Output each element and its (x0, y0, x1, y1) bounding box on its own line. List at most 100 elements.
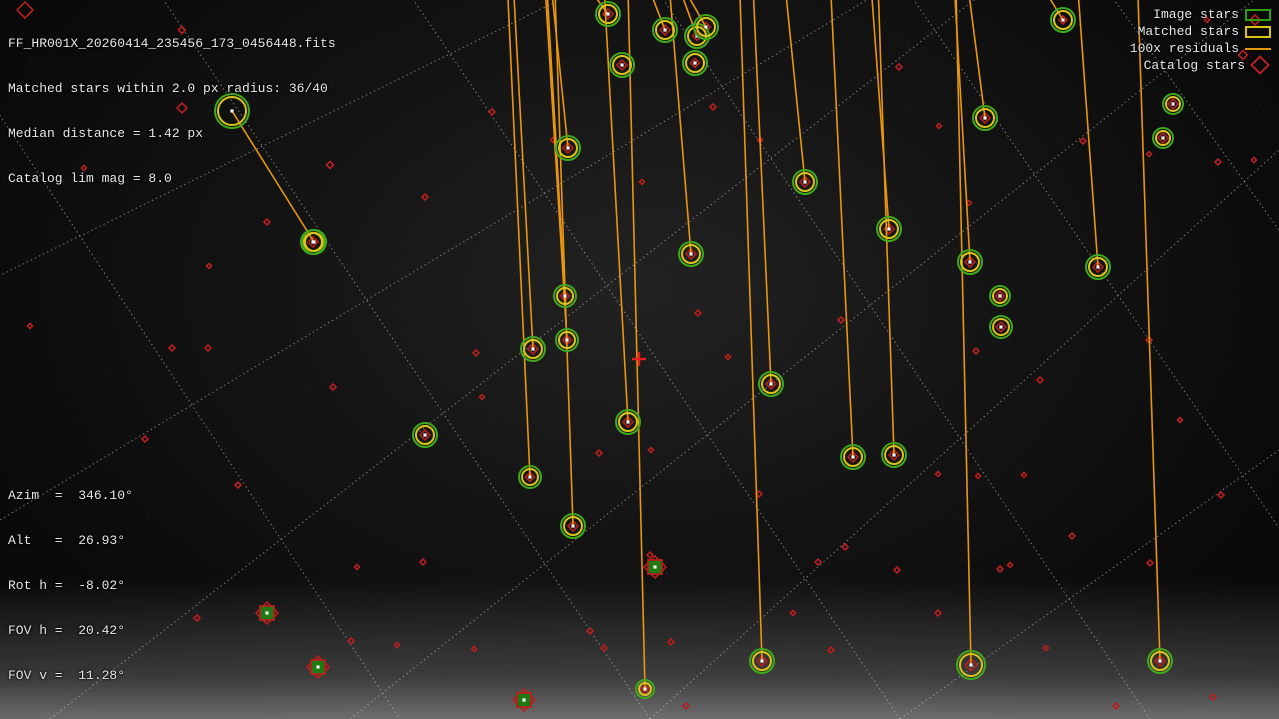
catalog-star-marker[interactable] (596, 450, 602, 456)
catalog-star-marker[interactable] (563, 143, 573, 153)
catalog-star-marker[interactable] (1252, 158, 1257, 163)
matched-star-marker[interactable] (1153, 128, 1173, 148)
catalog-star-marker[interactable] (691, 59, 700, 68)
catalog-star-marker[interactable] (1178, 418, 1183, 423)
catalog-star-marker[interactable] (756, 491, 762, 497)
catalog-star-marker[interactable] (766, 379, 776, 389)
matched-star-marker[interactable] (841, 445, 865, 469)
catalog-star-marker[interactable] (1069, 533, 1075, 539)
catalog-star-marker[interactable] (1210, 694, 1216, 700)
catalog-star-marker[interactable] (686, 249, 696, 259)
catalog-star-marker[interactable] (489, 109, 495, 115)
catalog-star-marker[interactable] (758, 138, 763, 143)
matched-star-marker[interactable] (556, 329, 578, 351)
catalog-star-marker[interactable] (828, 647, 834, 653)
matched-star-marker[interactable] (413, 423, 437, 447)
matched-star-marker[interactable] (683, 51, 707, 75)
catalog-star-marker[interactable] (348, 638, 354, 644)
catalog-star-marker[interactable] (473, 350, 479, 356)
unmatched-image-star-markers[interactable] (256, 556, 666, 711)
matched-star-marker[interactable] (759, 372, 783, 396)
catalog-star-marker[interactable] (264, 219, 270, 225)
catalog-star-marker[interactable] (967, 201, 972, 206)
catalog-star-marker[interactable] (996, 322, 1006, 332)
unmatched-image-star-marker[interactable] (256, 602, 278, 624)
catalog-star-marker[interactable] (1037, 377, 1043, 383)
catalog-star-marker[interactable] (563, 336, 572, 345)
catalog-star-marker[interactable] (973, 348, 979, 354)
catalog-star-marker[interactable] (330, 384, 336, 390)
matched-star-marker[interactable] (616, 410, 640, 434)
catalog-star-marker[interactable] (1146, 337, 1152, 343)
catalog-star-marker[interactable] (623, 417, 633, 427)
catalog-star-marker[interactable] (894, 567, 900, 573)
catalog-star-marker[interactable] (561, 292, 570, 301)
matched-star-marker[interactable] (990, 316, 1012, 338)
catalog-star-marker[interactable] (1147, 560, 1153, 566)
catalog-star-marker[interactable] (480, 395, 485, 400)
catalog-star-marker[interactable] (710, 104, 716, 110)
catalog-star-marker[interactable] (395, 643, 400, 648)
matched-star-marker[interactable] (679, 242, 703, 266)
catalog-star-marker[interactable] (1218, 492, 1224, 498)
catalog-star-marker[interactable] (28, 324, 33, 329)
catalog-star-marker[interactable] (528, 344, 538, 354)
matched-star-marker[interactable] (556, 136, 580, 160)
catalog-star-marker[interactable] (1168, 99, 1178, 109)
catalog-star-marker[interactable] (1155, 656, 1165, 666)
catalog-star-marker[interactable] (791, 611, 796, 616)
catalog-star-marker[interactable] (815, 559, 821, 565)
matched-star-marker[interactable] (301, 230, 325, 254)
catalog-star-marker[interactable] (647, 552, 653, 558)
matched-star-marker[interactable] (521, 337, 545, 361)
catalog-star-marker[interactable] (838, 317, 844, 323)
catalog-star-marker[interactable] (1147, 152, 1152, 157)
unmatched-image-star-marker[interactable] (513, 689, 535, 711)
catalog-star-marker[interactable] (800, 177, 810, 187)
catalog-star-marker[interactable] (937, 124, 942, 129)
catalog-star-marker[interactable] (1113, 703, 1119, 709)
catalog-star-marker[interactable] (308, 237, 318, 247)
catalog-star-marker[interactable] (194, 615, 200, 621)
catalog-star-marker[interactable] (617, 60, 627, 70)
catalog-star-marker[interactable] (1158, 133, 1168, 143)
catalog-star-marker[interactable] (1008, 563, 1013, 568)
catalog-star-marker[interactable] (472, 647, 477, 652)
catalog-star-marker[interactable] (848, 452, 858, 462)
catalog-star-marker[interactable] (1044, 646, 1049, 651)
matched-star-marker[interactable] (958, 250, 982, 274)
catalog-star-marker[interactable] (1215, 159, 1221, 165)
catalog-star-marker[interactable] (641, 685, 649, 693)
catalog-star-marker[interactable] (649, 448, 654, 453)
catalog-star-marker[interactable] (896, 64, 902, 70)
catalog-star-marker[interactable] (1022, 473, 1027, 478)
catalog-star-marker[interactable] (965, 257, 975, 267)
matched-star-marker[interactable] (636, 680, 654, 698)
catalog-star-marker[interactable] (262, 608, 272, 618)
catalog-star-marker[interactable] (422, 194, 428, 200)
catalog-star-marker[interactable] (695, 310, 701, 316)
matched-star-marker[interactable] (1148, 649, 1172, 673)
catalog-star-marker[interactable] (355, 565, 360, 570)
catalog-star-marker[interactable] (526, 473, 535, 482)
catalog-star-marker[interactable] (205, 345, 211, 351)
catalog-star-marker[interactable] (235, 482, 241, 488)
catalog-star-marker[interactable] (603, 9, 613, 19)
catalog-star-marker[interactable] (169, 345, 175, 351)
matched-star-marker[interactable] (1163, 94, 1183, 114)
catalog-star-marker[interactable] (965, 659, 977, 671)
catalog-star-marker[interactable] (997, 566, 1003, 572)
catalog-star-marker[interactable] (142, 436, 148, 442)
matched-star-marker[interactable] (750, 649, 774, 673)
matched-star-marker[interactable] (973, 106, 997, 130)
catalog-star-marker[interactable] (935, 610, 941, 616)
matched-star-marker[interactable] (302, 230, 326, 254)
matched-star-marker[interactable] (561, 514, 585, 538)
matched-star-marker[interactable] (685, 24, 709, 48)
matched-star-marker[interactable] (519, 466, 541, 488)
catalog-star-marker[interactable] (1080, 138, 1086, 144)
catalog-star-marker[interactable] (668, 639, 674, 645)
catalog-star-marker[interactable] (568, 521, 578, 531)
catalog-star-marker[interactable] (996, 292, 1005, 301)
matched-star-marker[interactable] (957, 651, 985, 679)
